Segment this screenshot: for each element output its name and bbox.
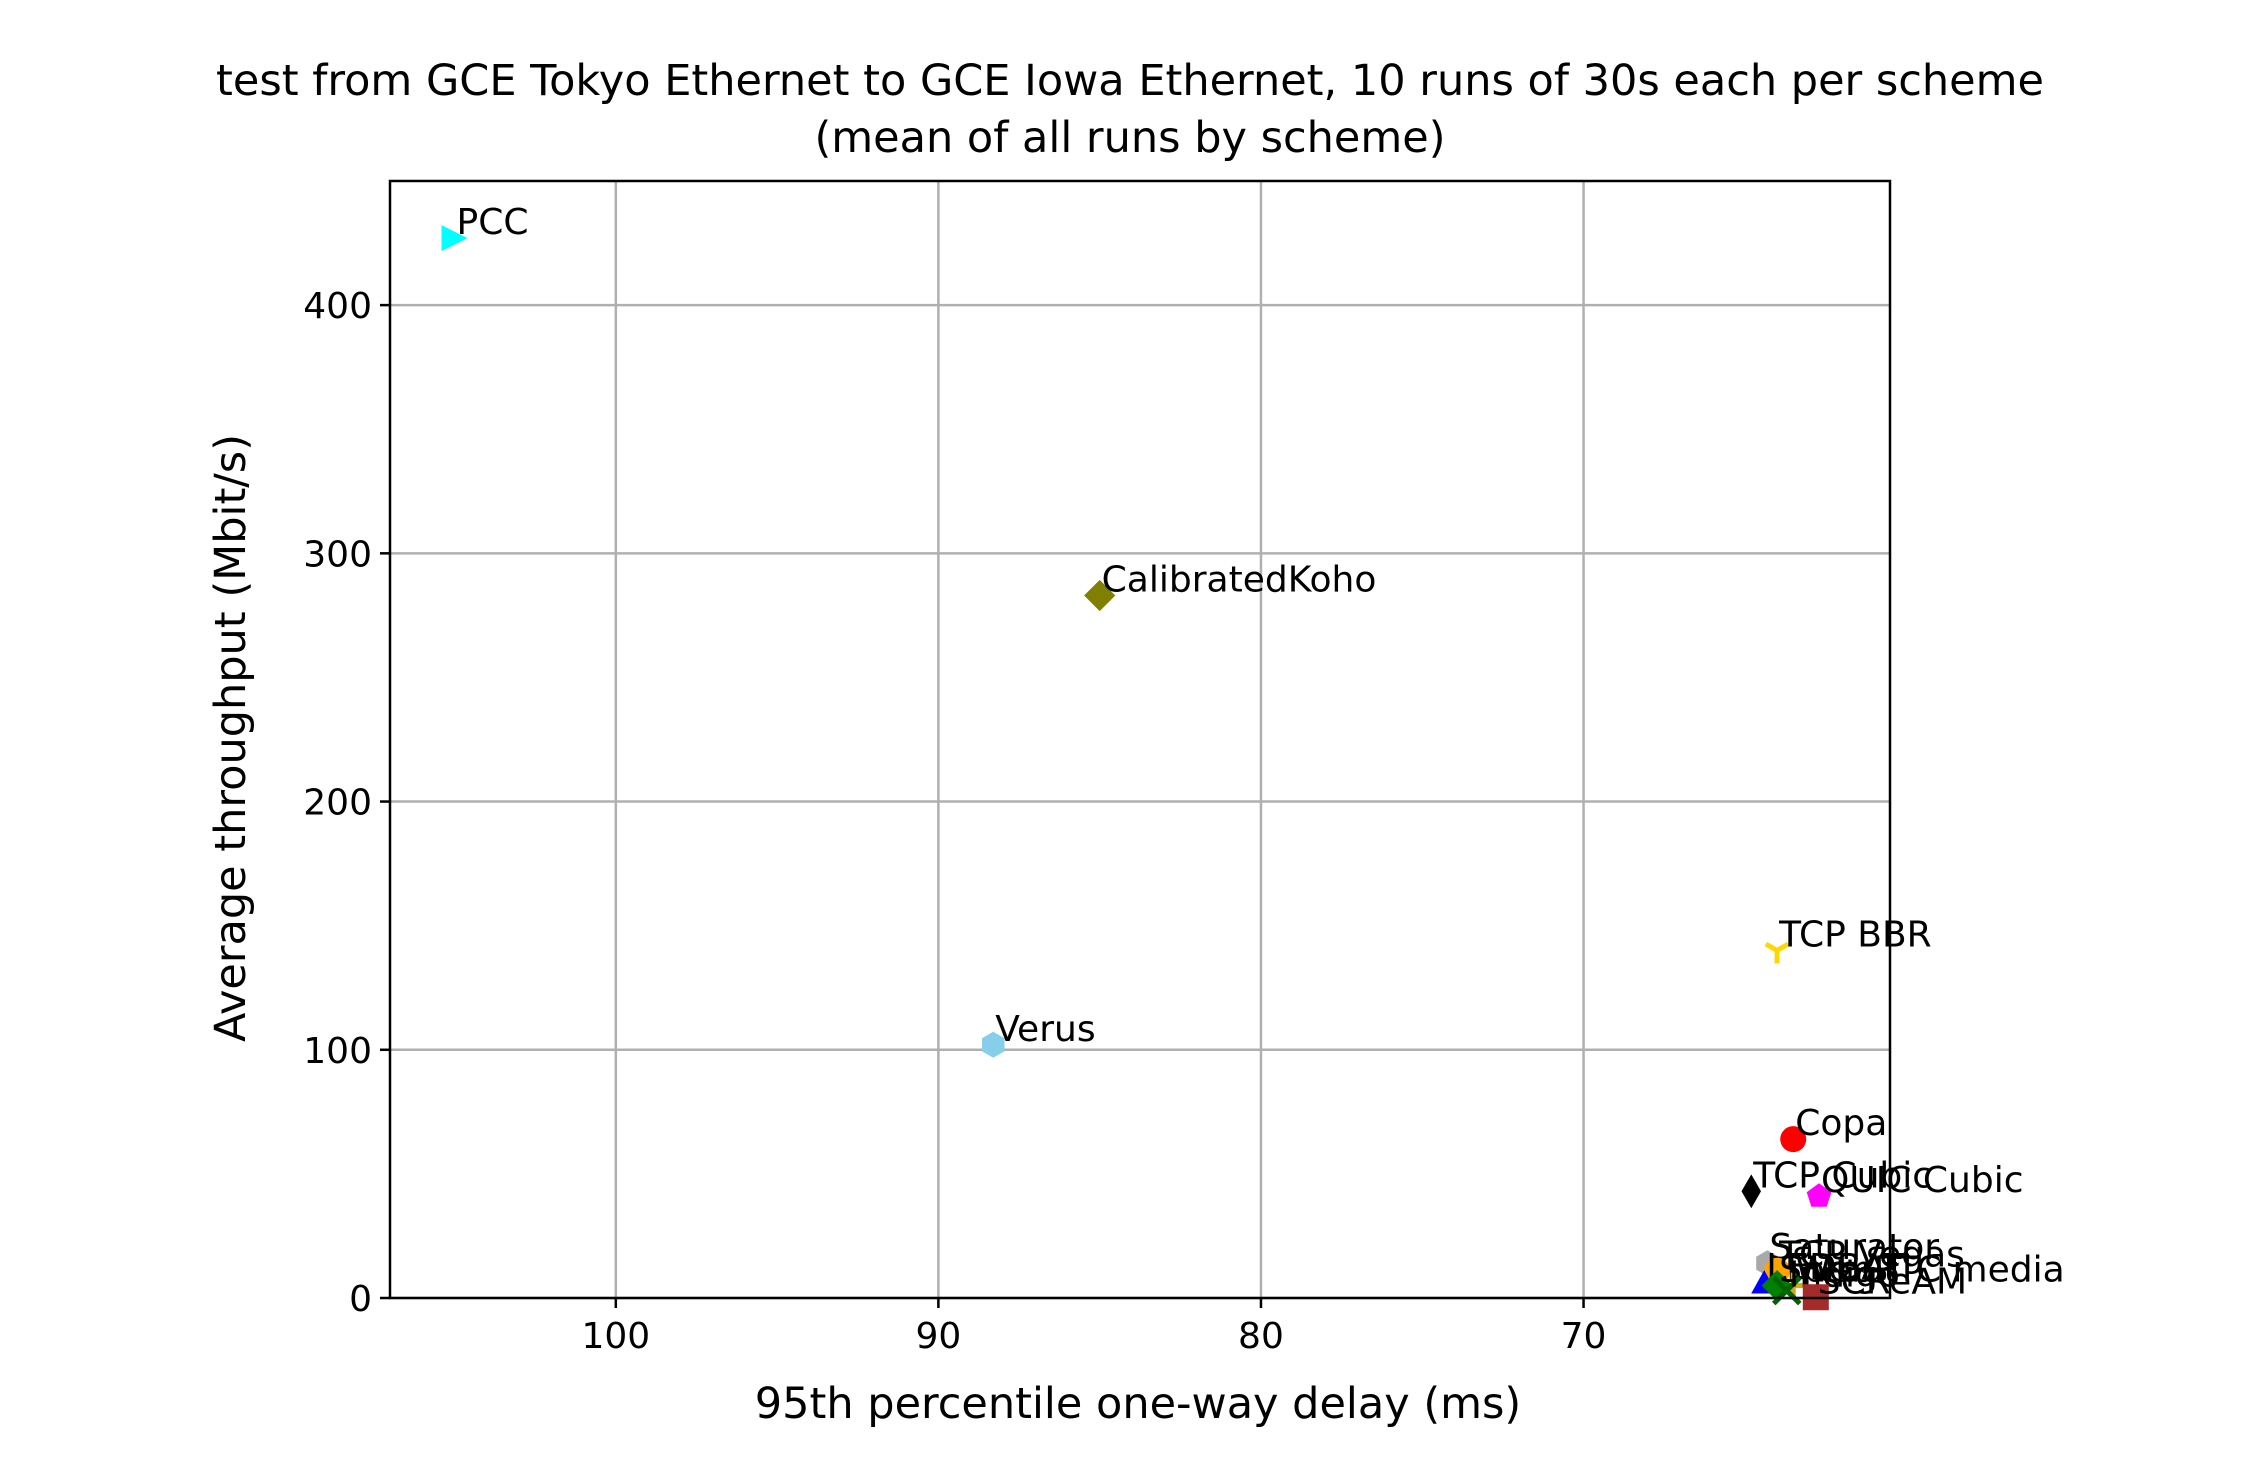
data-point-label: QUIC Cubic	[1821, 1160, 2023, 1201]
data-point-pcc	[441, 225, 468, 252]
y-tick-label: 200	[303, 783, 372, 824]
data-point-verus	[982, 1031, 1005, 1058]
x-tick-label: 80	[1238, 1316, 1284, 1357]
data-point-label: Copa	[1795, 1103, 1887, 1144]
data-point-label: TCP Cubic	[1752, 1155, 1932, 1196]
data-point-calibratedkoho	[1084, 579, 1116, 612]
chart-subtitle: (mean of all runs by scheme)	[815, 113, 1446, 163]
y-tick-label: 100	[303, 1031, 372, 1072]
x-axis-label: 95th percentile one-way delay (ms)	[755, 1379, 1521, 1429]
data-point-label: Sprout	[1779, 1250, 1898, 1291]
grid	[390, 181, 1890, 1300]
data-point-label: LEDBAT	[1766, 1247, 1906, 1288]
data-point-copa	[1780, 1126, 1807, 1153]
data-point-tcp-bbr	[1764, 941, 1790, 964]
data-point-quic-cubic	[1806, 1183, 1832, 1207]
data-point-label: PCC	[457, 202, 529, 243]
plot-frame	[388, 179, 1892, 1300]
y-tick-label: 0	[349, 1279, 372, 1320]
y-axis-label: Average throughput (Mbit/s)	[206, 434, 256, 1042]
data-points: PCC CalibratedKoho TCP BBR Verus Copa TCP Cub…	[441, 202, 2065, 1311]
x-tick-label: 100	[581, 1316, 650, 1357]
data-point-label: SCReAM	[1818, 1261, 1967, 1302]
data-point-label: TCP Vegas	[1778, 1235, 1965, 1276]
chart-title: test from GCE Tokyo Ethernet to GCE Iowa…	[216, 56, 2044, 106]
data-point-tcp-cubic	[1741, 1174, 1761, 1209]
x-tick-label: 90	[915, 1316, 961, 1357]
data-point-label: CalibratedKoho	[1102, 560, 1377, 601]
data-point-label: TCP BBR	[1778, 914, 1932, 955]
axis-ticks: 100 90 80 70 0 100 200 300 400	[303, 286, 1606, 1357]
y-tick-label: 300	[303, 534, 372, 575]
data-point-label: Saturator	[1769, 1227, 1939, 1268]
data-point-label: Verus	[995, 1009, 1095, 1050]
data-point-label: WebRTC media	[1795, 1250, 2064, 1291]
y-tick-label: 400	[303, 286, 372, 327]
x-tick-label: 70	[1561, 1316, 1607, 1357]
